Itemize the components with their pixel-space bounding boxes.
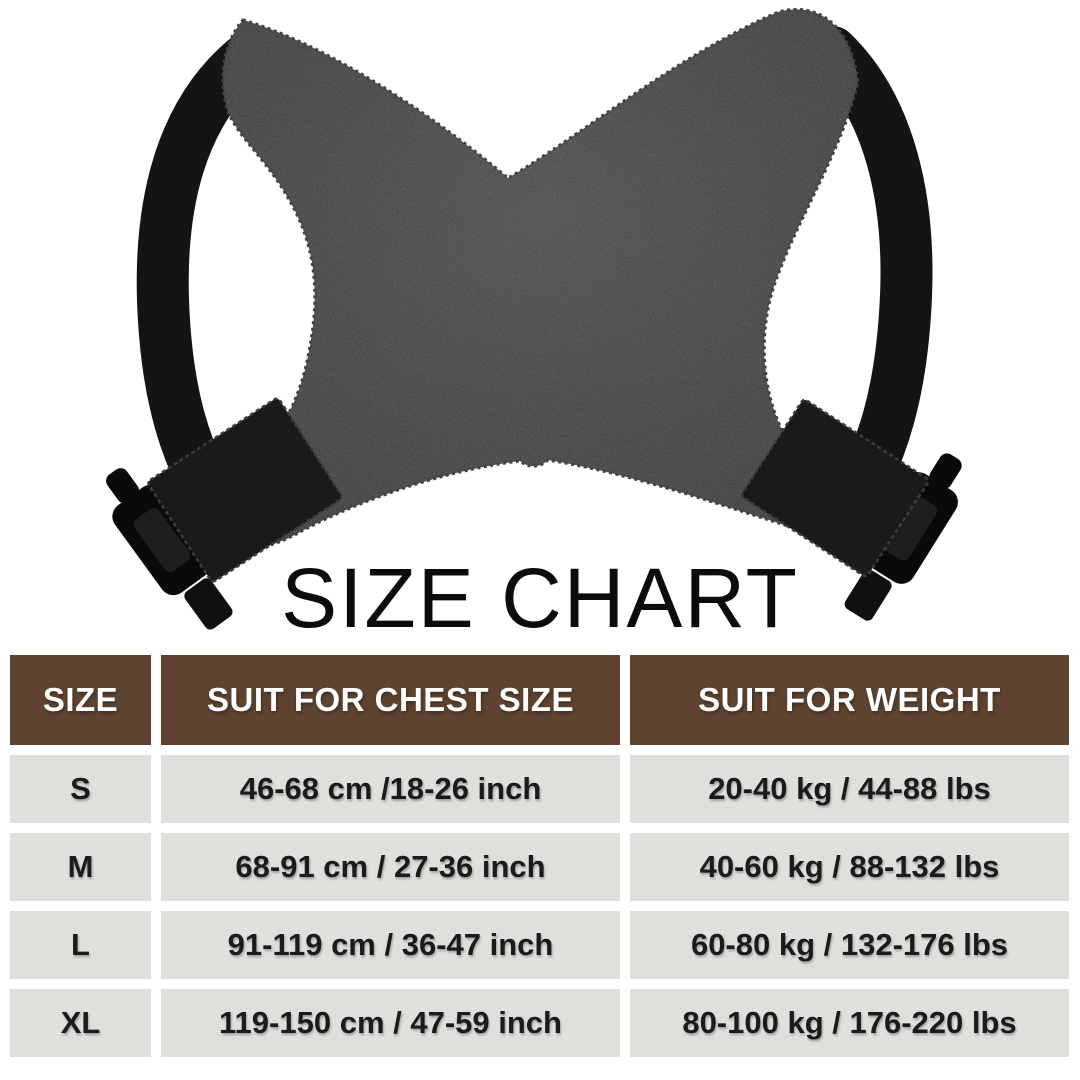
weight-cell: 80-100 kg / 176-220 lbs <box>630 989 1069 1057</box>
size-cell: XL <box>10 989 151 1057</box>
column-header-size: SIZE <box>10 655 151 745</box>
left-velcro-patch <box>147 397 343 583</box>
size-cell: S <box>10 755 151 823</box>
chest-cell: 119-150 cm / 47-59 inch <box>161 989 620 1057</box>
weight-cell: 40-60 kg / 88-132 lbs <box>630 833 1069 901</box>
size-cell: M <box>10 833 151 901</box>
chest-cell: 68-91 cm / 27-36 inch <box>161 833 620 901</box>
product-image <box>106 7 962 630</box>
page-title: SIZE CHART <box>281 551 799 645</box>
chest-cell: 91-119 cm / 36-47 inch <box>161 911 620 979</box>
column-header-chest: SUIT FOR CHEST SIZE <box>161 655 620 745</box>
right-velcro-patch <box>740 398 930 578</box>
weight-cell: 60-80 kg / 132-176 lbs <box>630 911 1069 979</box>
right-buckle <box>844 453 962 621</box>
size-cell: L <box>10 911 151 979</box>
column-header-weight: SUIT FOR WEIGHT <box>630 655 1069 745</box>
size-chart-table: SIZE SUIT FOR CHEST SIZE SUIT FOR WEIGHT… <box>10 655 1070 1057</box>
weight-cell: 20-40 kg / 44-88 lbs <box>630 755 1069 823</box>
hero-section: SIZE CHART <box>106 7 962 645</box>
left-buckle <box>106 468 233 630</box>
chest-cell: 46-68 cm /18-26 inch <box>161 755 620 823</box>
